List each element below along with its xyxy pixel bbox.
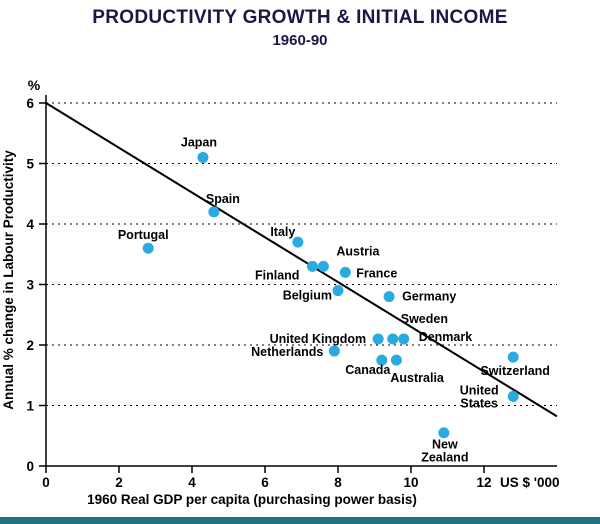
x-axis-title: 1960 Real GDP per capita (purchasing pow… [87, 492, 417, 507]
y-unit-label: % [28, 77, 41, 93]
data-point-sweden [387, 333, 399, 345]
data-point-united-states [507, 390, 519, 402]
x-tick-label: 12 [476, 475, 491, 490]
y-tick-label: 0 [26, 459, 34, 474]
data-point-netherlands [328, 345, 340, 357]
x-tick-label: 2 [115, 475, 123, 490]
country-label-japan: Japan [181, 135, 217, 149]
country-label-denmark: Denmark [419, 330, 473, 344]
country-label-finland: Finland [255, 268, 299, 282]
page-title: PRODUCTIVITY GROWTH & INITIAL INCOME [92, 7, 508, 28]
data-point-denmark [398, 333, 410, 345]
y-tick-label: 1 [26, 399, 34, 414]
data-point-australia [390, 354, 402, 366]
data-point-finland [306, 260, 318, 272]
data-point-switzerland [507, 351, 519, 363]
country-label-germany: Germany [402, 290, 456, 304]
country-label-austria: Austria [336, 244, 380, 258]
country-label-portugal: Portugal [118, 228, 169, 242]
data-point-france [339, 266, 351, 278]
x-tick-label: 4 [188, 475, 196, 490]
chart-header: PRODUCTIVITY GROWTH & INITIAL INCOME 196… [0, 0, 600, 62]
x-tick-label: 6 [261, 475, 269, 490]
data-point-japan [197, 151, 209, 163]
data-point-germany [383, 291, 395, 303]
country-label-united-states: United [460, 383, 499, 397]
y-tick-label: 2 [26, 338, 34, 353]
y-tick-label: 4 [26, 217, 34, 232]
data-point-austria [317, 260, 329, 272]
country-label-belgium: Belgium [283, 289, 332, 303]
country-label-sweden: Sweden [401, 312, 448, 326]
country-label-united-states: States [460, 396, 498, 410]
data-point-italy [292, 236, 304, 248]
country-label-italy: Italy [270, 225, 295, 239]
country-label-australia: Australia [390, 371, 445, 385]
x-tick-label: 10 [403, 475, 418, 490]
data-point-portugal [142, 242, 154, 254]
trend-line [45, 102, 558, 418]
country-label-new-zealand: New [432, 438, 458, 452]
country-label-spain: Spain [206, 192, 240, 206]
y-tick-label: 6 [26, 96, 34, 111]
page-subtitle: 1960-90 [272, 32, 328, 49]
x-tick-label: 0 [42, 475, 50, 490]
data-point-united-kingdom [372, 333, 384, 345]
data-point-spain [208, 206, 220, 218]
data-point-new-zealand [438, 427, 450, 439]
y-tick-label: 5 [26, 157, 34, 172]
country-label-new-zealand: Zealand [421, 451, 468, 465]
country-label-switzerland: Switzerland [480, 364, 549, 378]
x-tick-label: 8 [334, 475, 342, 490]
y-tick-label: 3 [26, 278, 34, 293]
footer-rule [0, 517, 600, 524]
country-label-france: France [356, 266, 397, 280]
x-unit-label: US $ '000 [500, 475, 560, 490]
country-label-canada: Canada [345, 363, 391, 377]
data-point-canada [376, 354, 388, 366]
data-point-belgium [332, 285, 344, 297]
y-axis-title: Annual % change in Labour Productivity [1, 150, 16, 410]
country-label-united-kingdom: United Kingdom [270, 332, 367, 346]
country-label-netherlands: Netherlands [251, 345, 323, 359]
